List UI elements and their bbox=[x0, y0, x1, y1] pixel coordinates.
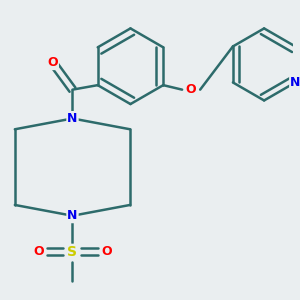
Text: O: O bbox=[185, 83, 196, 96]
Text: O: O bbox=[47, 56, 58, 69]
Text: N: N bbox=[67, 209, 78, 222]
Text: S: S bbox=[68, 245, 77, 259]
Text: N: N bbox=[67, 112, 78, 125]
Text: O: O bbox=[101, 245, 112, 258]
Text: N: N bbox=[290, 76, 300, 89]
Text: O: O bbox=[33, 245, 44, 258]
